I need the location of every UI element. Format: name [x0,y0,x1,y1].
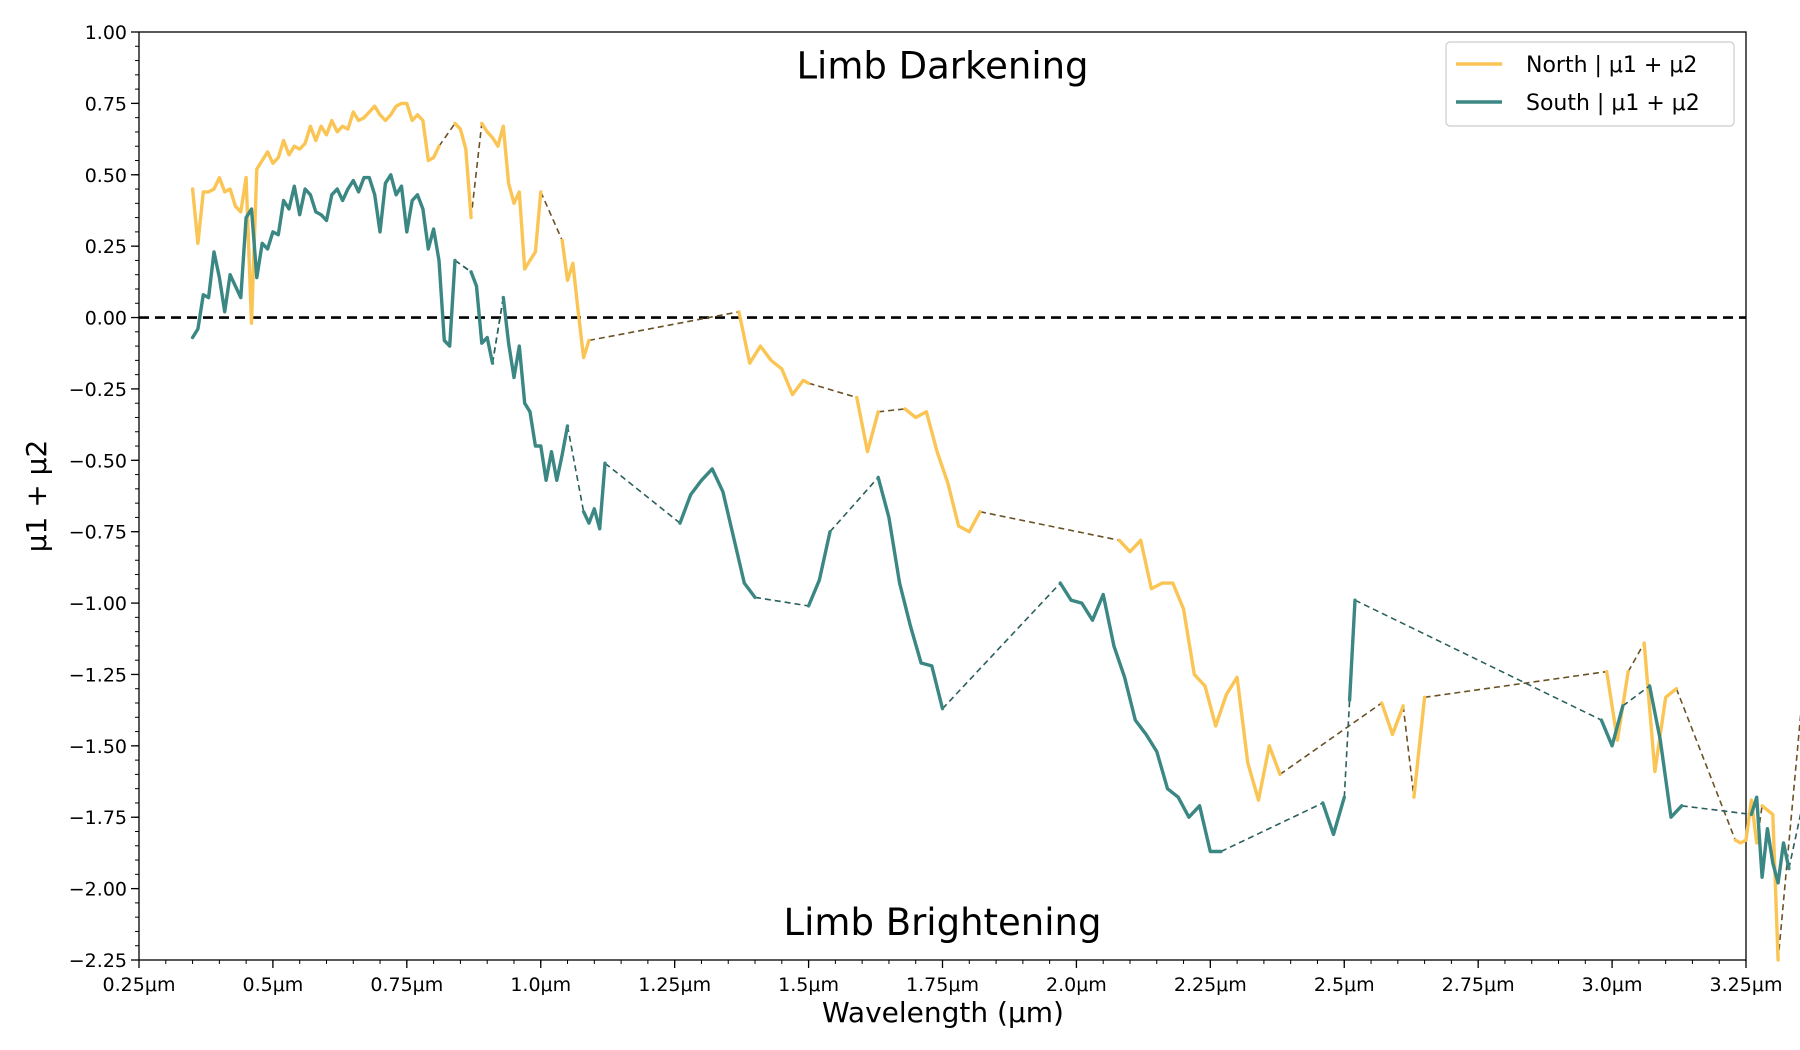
south-gap-connector [1220,802,1324,853]
north-series-line [855,395,880,454]
north-gap-connector [878,408,906,413]
y-axis-label: μ1 + μ2 [20,440,53,553]
north-gap-connector [1402,705,1415,798]
south-series-line [1321,795,1347,837]
south-gap-connector [1622,685,1651,707]
limb-brightening-annotation: Limb Brightening [784,901,1102,944]
north-gap-connector [979,510,1120,542]
x-tick-label: 1.0μm [510,974,571,996]
y-tick-label: −1.75 [69,807,127,829]
south-series-line [1058,581,1223,854]
legend-box [1445,41,1735,127]
north-series-line [1117,538,1282,802]
y-tick-label: −1.25 [69,664,127,686]
y-tick-label: 1.00 [85,22,127,44]
plot-area: 1.00 0.75 0.50 0.25 0.00 −0.25 −0.50 −0.75 −1.00… [69,22,1800,996]
north-series-line [903,407,982,534]
y-tick-label: −1.50 [69,736,127,758]
x-axis-label: Wavelength (μm) [822,996,1064,1029]
south-gap-connector [941,582,1061,710]
north-series-line [560,238,591,360]
north-gap-connector [1424,670,1607,699]
south-gap-connector [1343,700,1351,798]
south-gap-connector [754,596,809,607]
x-tick-label: 1.5μm [778,974,839,996]
north-gap-connector [808,382,858,399]
limb-darkening-annotation: Limb Darkening [796,44,1088,87]
y-tick-label: −0.25 [69,379,127,401]
x-tick-label: 2.25μm [1174,974,1247,996]
north-series-line [453,121,473,220]
south-series-line [1647,684,1684,819]
y-tick-label: 0.25 [85,236,127,258]
north-gap-connector [588,311,740,342]
north-gap-connector [1675,688,1737,841]
y-tick-label: −0.75 [69,522,127,544]
south-series-line [581,461,607,531]
south-series-line [469,270,495,365]
x-tick-label: 1.75μm [906,974,979,996]
legend-label-north: North | μ1 + μ2 [1526,53,1697,78]
north-gap-connector [1627,642,1645,672]
y-tick-label: −1.00 [69,593,127,615]
north-gap-connector [1279,702,1383,776]
y-tick-label: 0.50 [85,165,127,187]
south-series-line [1347,598,1357,702]
south-gap-connector [829,476,879,533]
south-series-line [876,475,945,711]
x-tick-label: 0.25μm [103,974,176,996]
north-series-line [480,121,543,271]
south-gap-connector [1354,599,1602,721]
south-gap-connector [491,297,505,364]
north-gap-connector [470,123,483,218]
x-tick-label: 0.75μm [370,974,443,996]
y-tick-label: −2.25 [69,950,127,972]
north-series-line [1379,701,1405,737]
y-tick-label: 0.75 [85,93,127,115]
north-series-line [190,101,441,325]
x-tick-label: 2.0μm [1046,974,1107,996]
x-tick-label: 3.25μm [1710,974,1783,996]
north-series-line [1760,804,1780,962]
north-gap-connector [540,191,563,241]
x-tick-label: 0.5μm [243,974,304,996]
south-gap-connector [1681,805,1752,816]
south-series-line [806,530,832,608]
south-series-line [1599,704,1625,748]
x-tick-label: 1.25μm [638,974,711,996]
south-gap-connector [604,462,681,524]
south-gap-connector [454,259,472,273]
north-series-line [737,310,811,397]
x-tick-label: 2.5μm [1314,974,1375,996]
x-tick-label: 2.75μm [1442,974,1515,996]
south-series-line [190,173,457,348]
south-gap-connector [566,425,585,512]
y-tick-label: 0.00 [85,308,127,330]
north-gap-connector [1755,805,1763,844]
north-gap-connector [438,122,456,147]
north-series-line [1412,695,1427,799]
x-tick-label: 3.0μm [1582,974,1643,996]
south-series-line [678,467,757,600]
south-series-line [1749,795,1791,885]
north-series-line [1604,669,1630,742]
legend-label-south: South | μ1 + μ2 [1526,91,1700,116]
y-tick-label: −0.50 [69,450,127,472]
y-tick-label: −2.00 [69,879,127,901]
south-series-line [501,295,570,482]
